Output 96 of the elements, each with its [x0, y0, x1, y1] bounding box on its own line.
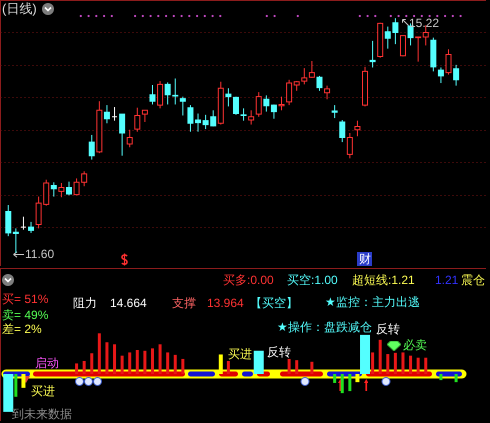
candlestick: [157, 80, 164, 109]
candlestick: [332, 104, 338, 119]
bar: [90, 353, 94, 374]
bar: [439, 374, 442, 380]
bar: [386, 354, 390, 374]
candlestick: [126, 129, 133, 148]
annotation: 差= 2%: [2, 322, 42, 336]
candlestick: [50, 182, 57, 198]
candlestick: [20, 216, 26, 230]
text: 13.964: [207, 296, 244, 310]
text: 震仓: [461, 273, 485, 287]
annotation: 买进: [31, 384, 55, 398]
text: 1.21: [435, 273, 459, 287]
text: 【买空】: [250, 296, 298, 310]
candlestick: [104, 104, 110, 124]
candlestick: [142, 110, 148, 122]
candlestick: [316, 75, 322, 92]
candlestick: [149, 84, 156, 105]
bar: [348, 374, 352, 392]
bar: [82, 360, 86, 374]
bar: [143, 350, 146, 374]
bar: [14, 374, 18, 397]
text: 买空:1.00: [287, 273, 338, 287]
bar: [355, 374, 360, 382]
annotation: 必卖: [403, 338, 427, 352]
candlestick: [112, 106, 118, 122]
text: 支撑: [172, 296, 196, 310]
candlestick: [164, 82, 171, 105]
bar: [105, 342, 108, 374]
bar: [371, 352, 374, 374]
chart-title: (日线): [2, 1, 37, 16]
candlestick: [324, 85, 330, 100]
annotation: 15.22: [409, 16, 440, 30]
candlestick: [301, 68, 308, 85]
annotation: 反转: [376, 322, 400, 336]
bar: [150, 348, 154, 374]
annotation: 反转: [267, 345, 291, 359]
annotation: ★操作：盘跌减仓: [277, 320, 372, 334]
text: 买多:0.00: [223, 273, 274, 287]
candlestick: [438, 66, 444, 84]
bar: [218, 354, 223, 374]
bar: [454, 374, 458, 382]
candlestick: [308, 60, 315, 78]
bar: [310, 362, 314, 374]
candlestick: [370, 40, 376, 68]
candlestick: [88, 134, 95, 160]
bar: [98, 333, 101, 374]
candlestick: [248, 110, 254, 126]
bar: [416, 358, 420, 374]
candlestick: [232, 96, 239, 116]
bar: [424, 358, 428, 374]
bar: [394, 352, 397, 374]
bar: [181, 358, 184, 374]
bar: [226, 360, 230, 374]
bar: [113, 344, 116, 374]
annotation: 启动: [35, 356, 59, 370]
candlestick: [339, 120, 346, 143]
bar: [333, 374, 336, 383]
bar: [75, 363, 78, 374]
annotation: 到未来数据: [12, 407, 72, 421]
candlestick: [354, 120, 360, 137]
bar: [166, 352, 170, 374]
annotation: 买进: [228, 347, 252, 361]
bar: [158, 344, 162, 374]
bar: [360, 334, 370, 374]
bar: [409, 356, 412, 374]
candlestick: [453, 64, 460, 86]
bar: [136, 350, 139, 374]
candlestick: [58, 182, 64, 198]
candlestick: [172, 78, 178, 105]
candlestick: [446, 48, 452, 76]
bar: [128, 352, 132, 374]
bar: [120, 356, 124, 374]
candlestick: [278, 96, 285, 111]
annotation: 11.60: [25, 247, 54, 261]
bar: [288, 358, 291, 374]
text: 超短线:1.21: [352, 273, 416, 287]
candlestick: [240, 108, 247, 122]
candlestick: [346, 132, 353, 159]
bar: [378, 340, 382, 374]
candlestick: [225, 88, 232, 107]
candlestick: [256, 92, 262, 118]
text: ★监控：主力出逃: [325, 295, 420, 309]
text: 买= 51%: [2, 292, 49, 306]
bar: [174, 354, 177, 374]
candlestick: [66, 181, 72, 196]
candlestick: [400, 35, 406, 57]
text: 阻力: [73, 296, 97, 310]
bar: [295, 360, 298, 374]
text: 卖= 49%: [2, 308, 49, 322]
candlestick: [134, 107, 140, 132]
bar: [401, 352, 404, 374]
candlestick: [180, 96, 186, 116]
candlestick: [119, 114, 126, 156]
text: 14.664: [110, 296, 148, 310]
candlestick: [28, 221, 34, 234]
